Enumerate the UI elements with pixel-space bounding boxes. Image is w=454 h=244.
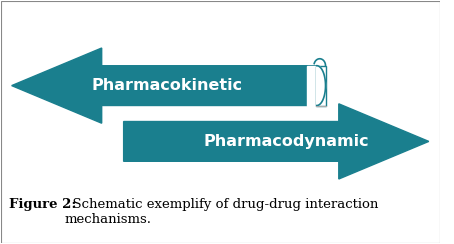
- Text: Figure 2:: Figure 2:: [10, 198, 77, 211]
- Text: Schematic exemplify of drug-drug interaction
mechanisms.: Schematic exemplify of drug-drug interac…: [64, 198, 379, 226]
- Bar: [1, 1, 440, 243]
- FancyBboxPatch shape: [316, 66, 326, 105]
- Text: Pharmacodynamic: Pharmacodynamic: [203, 134, 369, 149]
- Polygon shape: [12, 48, 317, 123]
- Polygon shape: [123, 104, 429, 179]
- Polygon shape: [307, 66, 326, 105]
- Polygon shape: [317, 66, 326, 105]
- Text: Pharmacokinetic: Pharmacokinetic: [92, 78, 243, 93]
